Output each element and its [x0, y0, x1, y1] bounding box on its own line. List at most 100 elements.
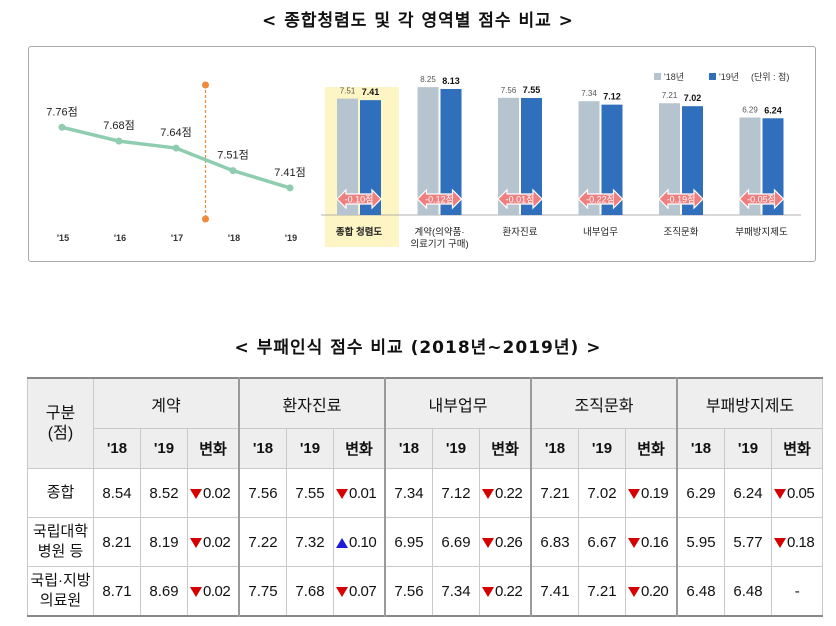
header-sub-cell: 변화 [479, 428, 532, 469]
value-2018-cell: 7.21 [530, 468, 579, 518]
header-sub-cell: '19 [140, 428, 188, 469]
value-2019-cell: 7.55 [286, 468, 334, 518]
change-cell: 0.22 [479, 566, 532, 617]
value-2019-cell: 6.69 [432, 517, 480, 567]
change-value: 0.01 [349, 484, 377, 502]
decrease-icon [190, 586, 202, 597]
trend-point-label: 7.64점 [160, 126, 192, 139]
decrease-icon [336, 488, 348, 499]
decrease-icon [774, 488, 786, 499]
bar-label-2019: 8.13 [442, 76, 460, 86]
trend-point [115, 137, 123, 145]
value-2019-cell: 7.02 [578, 468, 626, 518]
value-2019-cell: 8.69 [140, 566, 188, 617]
header-group-cell: 조직문화 [530, 377, 678, 429]
header-sub-cell: '19 [578, 428, 626, 469]
bar-2018 [337, 98, 358, 215]
year-divider-marker [202, 215, 209, 223]
change-cell: - [771, 566, 823, 617]
value-2019-cell: 8.19 [140, 517, 188, 567]
change-label: -0.01점 [506, 194, 535, 205]
bar-label-2019: 6.24 [764, 105, 782, 115]
decrease-icon [628, 537, 640, 548]
bar-2018 [659, 103, 680, 215]
header-sub-cell: 변화 [625, 428, 678, 469]
trend-point [58, 123, 66, 131]
value-2019-cell: 7.12 [432, 468, 480, 518]
bar-label-2018: 7.51 [340, 87, 356, 96]
bar-label-2018: 7.34 [581, 89, 597, 98]
header-sub-cell: '18 [530, 428, 579, 469]
decrease-icon [190, 488, 202, 499]
value-2018-cell: 7.22 [238, 517, 287, 567]
value-2019-cell: 6.24 [724, 468, 772, 518]
unit-label: (단위 : 점) [751, 71, 789, 82]
change-cell: 0.01 [333, 468, 386, 518]
change-label: -0.19점 [667, 194, 696, 205]
change-arrow [416, 188, 463, 210]
change-value: 0.19 [641, 484, 669, 502]
trend-point-label: 7.76점 [46, 105, 78, 118]
bar-label-2018: 7.21 [662, 91, 678, 100]
decrease-icon [482, 537, 494, 548]
comparison-table: 구분 (점) 계약 환자진료 내부업무 조직문화 부패방지제도 '18'19 변화 '18'19 변… [27, 377, 823, 617]
change-cell: 0.26 [479, 517, 532, 567]
change-cell: 0.18 [771, 517, 823, 567]
bar-2018 [578, 101, 600, 215]
change-value: 0.02 [203, 582, 231, 600]
change-arrow [577, 188, 624, 210]
bar-2019 [601, 104, 623, 215]
bar-label-2019: 7.02 [684, 93, 702, 103]
value-2018-cell: 7.41 [530, 566, 579, 617]
table-row: 종합 8.54 8.52 0.02 7.56 7.55 0.01 7.34 7.12 0.22 7.… [27, 468, 823, 518]
year-divider-marker [202, 81, 209, 89]
bar-label-2018: 6.29 [742, 106, 758, 115]
value-2018-cell: 6.48 [676, 566, 725, 617]
header-sub-cell: 변화 [187, 428, 240, 469]
header-sub-cell: '18 [676, 428, 725, 469]
change-value: 0.05 [787, 484, 815, 502]
chart-canvas: 7.76점 '15 7.68점 '16 7.64점 '17 7.51점 '18 7.41점 '19… [46, 71, 801, 250]
decrease-icon [482, 488, 494, 499]
row-label-cell: 종합 [27, 468, 94, 518]
change-label: -0.22점 [586, 194, 615, 205]
value-2019-cell: 7.34 [432, 566, 480, 617]
table-row: 국립대학 병원 등 8.21 8.19 0.02 7.22 7.32 0.10 6.95 6.69… [27, 517, 823, 567]
change-value: 0.18 [787, 533, 815, 551]
bar-2019 [682, 106, 703, 215]
value-2019-cell: 7.32 [286, 517, 334, 567]
value-2018-cell: 5.95 [676, 517, 725, 567]
bar-label-2019: 7.12 [603, 92, 621, 102]
bar-category-label: 조직문화 [664, 227, 699, 238]
trend-point-label: 7.68점 [103, 119, 135, 132]
legend-swatch-2019 [709, 73, 716, 80]
header-category-cell: 구분 (점) [27, 377, 94, 469]
line-x-tick-label: '17 [171, 233, 183, 243]
table-title: < 부패인식 점수 비교 (2018년~2019년) > [234, 338, 602, 358]
bar-2019 [440, 88, 462, 215]
value-2019-cell: 7.68 [286, 566, 334, 617]
table-subheader-row: '18'19 변화 '18'19 변화 '18'19 변화 '18'19 변화 '18'19 변화 [28, 428, 823, 469]
decrease-icon [774, 537, 786, 548]
change-arrow [497, 188, 543, 210]
change-arrow [336, 188, 382, 210]
trend-point [172, 144, 180, 152]
bar-2018 [739, 117, 761, 215]
change-arrow [658, 188, 704, 210]
bar-label-2018: 8.25 [420, 75, 436, 84]
bar-category-label: 부패방지제도 [735, 227, 788, 238]
trend-point [286, 184, 294, 192]
trend-point-label: 7.51점 [217, 149, 249, 162]
header-group-cell: 내부업무 [384, 377, 532, 429]
bar-2018 [417, 87, 439, 215]
trend-point [229, 167, 237, 175]
value-2018-cell: 8.71 [93, 566, 141, 617]
header-group-cell: 환자진료 [238, 377, 386, 429]
header-sub-cell: '18 [384, 428, 433, 469]
change-value: 0.22 [495, 582, 523, 600]
change-value: 0.20 [641, 582, 669, 600]
legend-label-2019: '19년 [719, 72, 739, 82]
header-sub-cell: '19 [724, 428, 772, 469]
value-2018-cell: 7.56 [384, 566, 433, 617]
bar-label-2019: 7.41 [362, 87, 380, 97]
